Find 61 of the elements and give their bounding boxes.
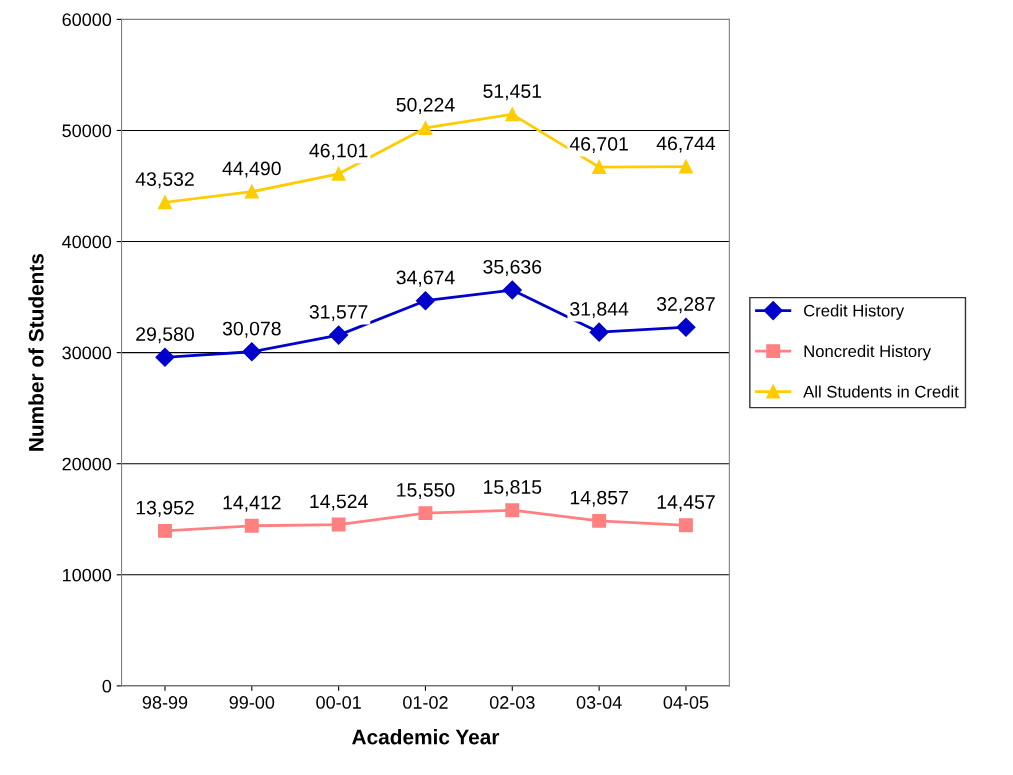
y-axis-title: Number of Students xyxy=(28,253,44,451)
point xyxy=(158,195,172,210)
data-label: 46,744 xyxy=(656,136,716,153)
x-tick-label: 01-02 xyxy=(403,696,448,709)
y-tick-label: 40000 xyxy=(62,235,112,249)
x-tick-label: 02-03 xyxy=(489,696,535,709)
x-tick-label: 00-01 xyxy=(316,696,361,709)
y-tick-label: 10000 xyxy=(63,568,112,582)
data-label: 35,636 xyxy=(483,259,542,276)
point xyxy=(331,517,346,532)
x-tick-label: 03-04 xyxy=(576,696,622,709)
y-tick-label: 30000 xyxy=(62,346,112,360)
data-label: 29,580 xyxy=(136,327,194,344)
y-tick-label: 60000 xyxy=(62,13,112,27)
data-label: 15,815 xyxy=(484,480,542,497)
x-tick-label: 99-00 xyxy=(229,696,275,709)
data-label: 34,674 xyxy=(396,270,455,287)
data-label: 14,457 xyxy=(657,495,715,512)
data-label: 50,224 xyxy=(396,97,455,114)
data-label: 51,451 xyxy=(483,84,542,101)
point xyxy=(418,121,433,135)
data-label: 46,701 xyxy=(569,136,628,154)
point xyxy=(329,325,349,345)
data-label: 31,577 xyxy=(309,304,368,322)
data-label: 32,287 xyxy=(656,297,715,314)
y-tick-label: 50000 xyxy=(62,124,112,138)
point xyxy=(331,166,346,181)
point xyxy=(244,184,259,199)
point xyxy=(679,159,693,174)
data-label: 30,078 xyxy=(222,321,281,338)
point xyxy=(242,342,262,362)
data-label: 14,524 xyxy=(310,494,368,511)
point xyxy=(158,523,172,538)
data-label: 15,550 xyxy=(397,483,455,500)
point xyxy=(244,518,259,533)
data-label: 46,101 xyxy=(309,143,368,160)
point xyxy=(415,291,435,311)
point xyxy=(679,518,693,533)
x-tick-label: 98-99 xyxy=(142,696,188,709)
y-tick-label: 20000 xyxy=(62,457,112,471)
y-tick-label: 0 xyxy=(102,679,112,693)
point xyxy=(155,347,175,367)
legend-label: All Students in Credit xyxy=(803,385,959,398)
data-label: 14,857 xyxy=(570,490,628,507)
data-label: 43,532 xyxy=(135,172,194,189)
point xyxy=(418,506,433,521)
point xyxy=(592,513,607,528)
legend-label: Credit History xyxy=(804,304,905,320)
x-tick-label: 04-05 xyxy=(663,696,709,709)
data-label: 44,490 xyxy=(222,161,281,178)
point xyxy=(676,317,696,337)
point xyxy=(589,322,609,342)
data-label: 14,412 xyxy=(223,495,281,512)
point xyxy=(592,160,607,175)
data-label: 31,844 xyxy=(570,302,629,319)
point xyxy=(505,107,520,122)
x-axis-title: Academic Year xyxy=(352,729,500,745)
legend-label: Noncredit History xyxy=(804,344,931,361)
data-label: 13,952 xyxy=(136,500,194,517)
point xyxy=(505,503,520,518)
point xyxy=(502,280,522,300)
